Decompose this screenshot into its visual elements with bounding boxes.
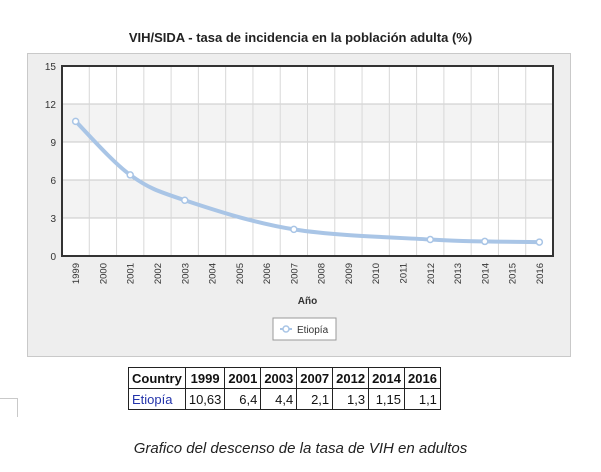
chart-title: VIH/SIDA - tasa de incidencia en la pobl… — [128, 30, 473, 45]
y-tick-label: 3 — [50, 214, 56, 225]
x-tick-label: 2005 — [235, 263, 246, 284]
figure-caption: Grafico del descenso de la tasa de VIH e… — [133, 440, 468, 457]
x-tick-label: 2008 — [317, 263, 328, 284]
data-point — [535, 238, 544, 246]
legend-box — [272, 317, 337, 341]
table-header-cell: 1999 — [184, 367, 226, 389]
table-header-cell: Country — [128, 367, 186, 389]
x-tick-label: 2013 — [453, 263, 464, 284]
data-point — [126, 171, 134, 179]
table-cell: 4,4 — [260, 388, 298, 410]
x-tick-label: 1999 — [71, 263, 82, 284]
x-tick-label: 2007 — [289, 263, 300, 284]
x-tick-label: 2010 — [371, 263, 382, 284]
table-cell: 1,1 — [404, 388, 441, 410]
table-header-cell: 2001 — [224, 367, 262, 389]
x-tick-label: 2012 — [426, 263, 437, 284]
y-tick-label: 9 — [50, 138, 56, 149]
x-tick-label: 2002 — [153, 263, 164, 284]
table-cell: 1,3 — [332, 388, 370, 410]
x-tick-label: 2000 — [98, 263, 109, 284]
table-header-cell: 2007 — [296, 367, 334, 389]
plot-frame — [61, 65, 554, 257]
data-point — [481, 237, 489, 246]
x-axis-label: Año — [298, 296, 317, 307]
country-link[interactable]: Etiopía — [128, 388, 186, 410]
data-point — [71, 117, 80, 126]
table-header-cell: 2012 — [332, 367, 370, 389]
table-header-cell: 2014 — [368, 367, 405, 389]
x-tick-label: 2016 — [535, 263, 546, 284]
y-tick-label: 15 — [45, 62, 57, 73]
corner-mark — [0, 398, 18, 417]
table-row: Etiopía 10,63 6,4 4,4 2,1 1,3 1,15 1,1 — [128, 388, 441, 410]
legend-label: Etiopía — [297, 325, 329, 336]
x-tick-label: 2014 — [480, 263, 491, 284]
data-point — [181, 196, 189, 205]
table-header-cell: 2003 — [260, 367, 298, 389]
legend-marker — [282, 325, 290, 333]
table-cell: 2,1 — [296, 388, 334, 410]
chart-panel: 0 3 6 9 12 15 1999 2000 2001 2002 2003 2004 2005 2006… — [27, 53, 571, 357]
table-cell: 1,15 — [368, 388, 405, 410]
table-cell: 6,4 — [224, 388, 262, 410]
x-tick-label: 2006 — [262, 263, 273, 284]
y-tick-label: 6 — [50, 176, 56, 187]
x-tick-label: 2003 — [180, 263, 191, 284]
line-chart: 0 3 6 9 12 15 1999 2000 2001 2002 2003 2004 2005 2006… — [45, 62, 554, 341]
data-point — [426, 235, 434, 244]
y-tick-label: 12 — [45, 100, 57, 111]
x-tick-label: 2004 — [208, 263, 219, 284]
data-table: Country 1999 2001 2003 2007 2012 2014 20… — [128, 367, 441, 410]
table-header-cell: 2016 — [404, 367, 441, 389]
x-tick-label: 2009 — [344, 263, 355, 284]
x-tick-label: 2015 — [508, 263, 519, 284]
data-point — [290, 225, 298, 234]
y-tick-label: 0 — [50, 252, 56, 263]
x-tick-label: 2011 — [398, 263, 409, 283]
table-cell: 10,63 — [184, 388, 226, 410]
x-tick-label: 2001 — [126, 263, 137, 284]
table-header-row: Country 1999 2001 2003 2007 2012 2014 20… — [128, 367, 441, 389]
